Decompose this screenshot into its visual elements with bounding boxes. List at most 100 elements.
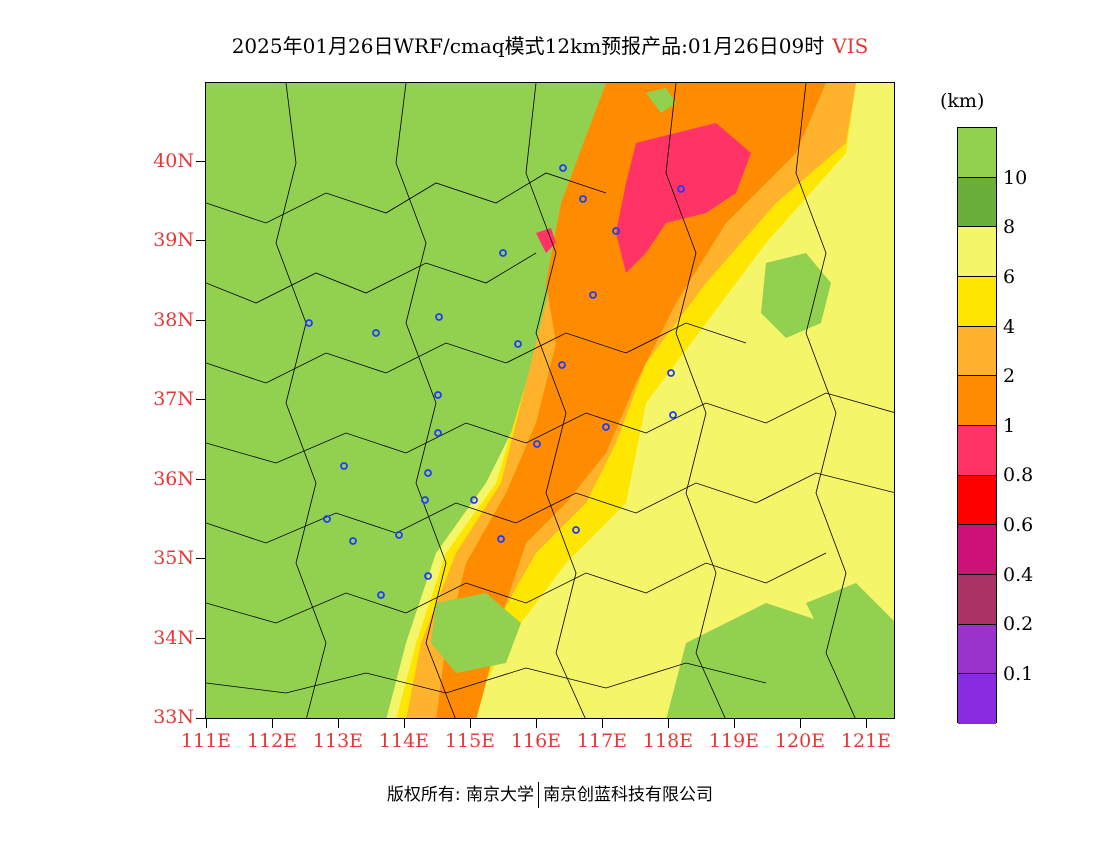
city-marker bbox=[434, 429, 442, 437]
map-canvas bbox=[206, 83, 894, 718]
colorbar-swatch bbox=[958, 227, 996, 277]
lon-label-111e: 111E bbox=[180, 730, 232, 752]
lat-label-38n: 38N bbox=[153, 309, 194, 331]
map-title: 2025年01月26日WRF/cmaq模式12km预报产品:01月26日09时 V… bbox=[0, 30, 1100, 59]
lat-tick bbox=[196, 399, 205, 400]
colorbar-label: 0.6 bbox=[1003, 514, 1034, 536]
city-marker bbox=[572, 526, 580, 534]
lat-tick bbox=[196, 320, 205, 321]
lon-tick bbox=[470, 719, 471, 728]
city-marker bbox=[499, 249, 507, 257]
lon-label-116e: 116E bbox=[510, 730, 562, 752]
lat-tick bbox=[196, 638, 205, 639]
lon-tick bbox=[404, 719, 405, 728]
colorbar-label: 8 bbox=[1003, 216, 1016, 238]
colorbar-swatch bbox=[958, 326, 996, 377]
lat-label-37n: 37N bbox=[153, 388, 194, 410]
lat-label-40n: 40N bbox=[153, 150, 194, 172]
colorbar-swatch bbox=[958, 674, 996, 724]
city-marker bbox=[558, 361, 566, 369]
lon-label-113e: 113E bbox=[312, 730, 364, 752]
copyright-right: 南京创蓝科技有限公司 bbox=[543, 785, 714, 805]
colorbar-swatch bbox=[958, 128, 996, 178]
copyright-left: 版权所有: 南京大学 bbox=[386, 785, 535, 805]
lat-tick bbox=[196, 479, 205, 480]
colorbar-swatch bbox=[958, 475, 996, 526]
city-marker bbox=[667, 369, 675, 377]
lon-tick bbox=[206, 719, 207, 728]
city-marker bbox=[305, 319, 313, 327]
city-marker bbox=[589, 291, 597, 299]
lon-tick bbox=[338, 719, 339, 728]
colorbar-swatch bbox=[958, 574, 996, 625]
colorbar-label: 0.4 bbox=[1003, 564, 1034, 586]
visibility-clear-coast bbox=[806, 583, 894, 718]
copyright-divider bbox=[538, 782, 540, 808]
lat-tick bbox=[196, 558, 205, 559]
lon-label-112e: 112E bbox=[246, 730, 298, 752]
city-marker bbox=[434, 391, 442, 399]
city-marker bbox=[514, 340, 522, 348]
lon-label-115e: 115E bbox=[444, 730, 496, 752]
colorbar-label: 0.1 bbox=[1003, 663, 1034, 685]
visibility-clear-island-south bbox=[431, 593, 521, 673]
title-main: 2025年01月26日WRF/cmaq模式12km预报产品:01月26日09时 bbox=[231, 34, 825, 58]
city-marker bbox=[435, 313, 443, 321]
colorbar-label: 10 bbox=[1003, 167, 1028, 189]
lat-label-36n: 36N bbox=[153, 468, 194, 490]
admin-boundaries bbox=[206, 83, 894, 718]
city-marker bbox=[395, 531, 403, 539]
colorbar-swatch bbox=[958, 276, 996, 327]
city-marker bbox=[424, 572, 432, 580]
lat-tick bbox=[196, 718, 205, 719]
city-marker bbox=[602, 423, 610, 431]
lon-label-120e: 120E bbox=[774, 730, 826, 752]
colorbar bbox=[957, 127, 997, 724]
colorbar-swatch bbox=[958, 376, 996, 426]
lat-label-35n: 35N bbox=[153, 547, 194, 569]
city-marker bbox=[669, 411, 677, 419]
city-marker bbox=[349, 537, 357, 545]
lon-label-118e: 118E bbox=[642, 730, 694, 752]
colorbar-unit: (km) bbox=[940, 90, 985, 112]
city-marker bbox=[340, 462, 348, 470]
colorbar-label: 0.2 bbox=[1003, 613, 1034, 635]
visibility-clear-island bbox=[761, 253, 831, 338]
lat-tick bbox=[196, 161, 205, 162]
visibility-map bbox=[205, 82, 895, 719]
lon-tick bbox=[536, 719, 537, 728]
colorbar-swatch bbox=[958, 177, 996, 228]
city-marker bbox=[559, 164, 567, 172]
colorbar-label: 6 bbox=[1003, 266, 1016, 288]
colorbar-swatch bbox=[958, 525, 996, 575]
visibility-0.8-1km-patch bbox=[536, 228, 556, 253]
lon-tick bbox=[800, 719, 801, 728]
city-marker bbox=[421, 496, 429, 504]
colorbar-swatch bbox=[958, 624, 996, 675]
lat-tick bbox=[196, 240, 205, 241]
city-marker bbox=[377, 591, 385, 599]
lon-label-114e: 114E bbox=[378, 730, 430, 752]
lon-tick bbox=[668, 719, 669, 728]
lon-label-121e: 121E bbox=[840, 730, 892, 752]
lon-tick bbox=[602, 719, 603, 728]
city-marker bbox=[372, 329, 380, 337]
city-marker bbox=[579, 195, 587, 203]
lon-label-119e: 119E bbox=[708, 730, 760, 752]
lon-tick bbox=[734, 719, 735, 728]
city-marker bbox=[612, 227, 620, 235]
visibility-clear-spot bbox=[646, 88, 676, 113]
copyright-footer: 版权所有: 南京大学 南京创蓝科技有限公司 bbox=[0, 780, 1100, 808]
title-variable: VIS bbox=[832, 34, 869, 58]
colorbar-label: 4 bbox=[1003, 316, 1016, 338]
colorbar-label: 2 bbox=[1003, 365, 1016, 387]
city-markers bbox=[305, 164, 685, 599]
colorbar-label: 1 bbox=[1003, 415, 1016, 437]
visibility-0.8-1km-region bbox=[616, 123, 751, 273]
lat-label-39n: 39N bbox=[153, 229, 194, 251]
lon-tick bbox=[272, 719, 273, 728]
colorbar-swatch bbox=[958, 425, 996, 476]
colorbar-label: 0.8 bbox=[1003, 464, 1034, 486]
city-marker bbox=[497, 535, 505, 543]
lat-label-33n: 33N bbox=[153, 706, 194, 728]
